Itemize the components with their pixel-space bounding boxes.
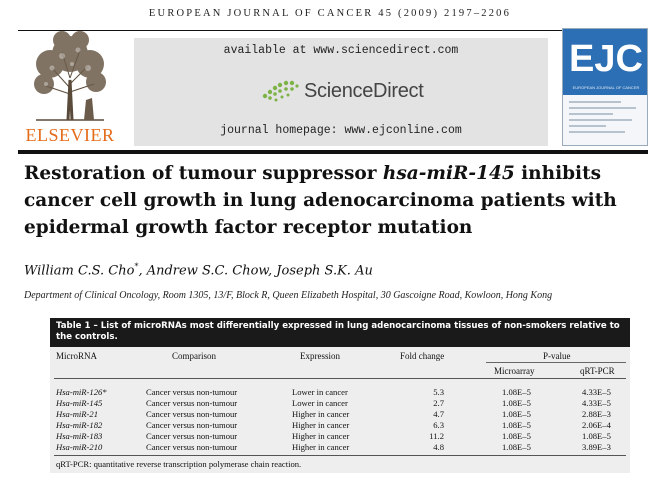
table-caption: Table 1 – List of microRNAs most differe… bbox=[50, 318, 630, 347]
cell-qrtpcr: 4.33E–5 bbox=[582, 398, 611, 408]
journal-cover[interactable]: EJC EUROPEAN JOURNAL OF CANCER bbox=[562, 28, 648, 146]
elsevier-wordmark: ELSEVIER bbox=[25, 125, 115, 145]
title-gene: hsa-miR-145 bbox=[382, 163, 515, 184]
pvalue-rule bbox=[486, 362, 626, 363]
cell-comparison: Cancer versus non-tumour bbox=[146, 398, 238, 408]
col-header-fold-change: Fold change bbox=[400, 351, 445, 361]
cell-comparison: Cancer versus non-tumour bbox=[146, 442, 238, 452]
cell-expression: Higher in cancer bbox=[292, 409, 350, 419]
cell-mirna: Hsa-miR-183 bbox=[56, 431, 103, 441]
cell-expression: Higher in cancer bbox=[292, 420, 350, 430]
journal-citation: EUROPEAN JOURNAL OF CANCER 45 (2009) 219… bbox=[148, 8, 512, 19]
title-part1: Restoration of tumour suppressor bbox=[24, 163, 383, 184]
cover-text-lines bbox=[569, 101, 643, 137]
table-row: Hsa-miR-182 Cancer versus non-tumour Hig… bbox=[50, 420, 630, 431]
article-title: Restoration of tumour suppressor hsa-miR… bbox=[24, 160, 654, 241]
table-row: Hsa-miR-145 Cancer versus non-tumour Low… bbox=[50, 398, 630, 409]
header-rule bbox=[18, 30, 648, 31]
title-part2: inhibits cancer cell growth in lung aden… bbox=[24, 163, 617, 238]
ejc-logo: EJC bbox=[569, 38, 643, 80]
col-header-comparison: Comparison bbox=[172, 351, 216, 361]
table-row: Hsa-miR-126* Cancer versus non-tumour Lo… bbox=[50, 387, 630, 398]
cell-qrtpcr: 3.89E–3 bbox=[582, 442, 611, 452]
cell-microarray: 1.08E–5 bbox=[502, 420, 531, 430]
cell-comparison: Cancer versus non-tumour bbox=[146, 409, 238, 419]
cell-expression: Lower in cancer bbox=[292, 398, 348, 408]
col-header-microarray: Microarray bbox=[494, 366, 535, 376]
table-footnote: qRT-PCR: quantitative reverse transcript… bbox=[56, 459, 302, 469]
affiliation: Department of Clinical Oncology, Room 13… bbox=[24, 290, 553, 301]
cell-microarray: 1.08E–5 bbox=[502, 442, 531, 452]
sciencedirect-banner: available at www.sciencedirect.com Scien… bbox=[134, 38, 548, 146]
table-row: Hsa-miR-21 Cancer versus non-tumour High… bbox=[50, 409, 630, 420]
cell-fold: 2.7 bbox=[433, 398, 444, 408]
header-divider bbox=[54, 378, 626, 379]
elsevier-logo[interactable]: ELSEVIER bbox=[18, 28, 122, 146]
cell-microarray: 1.08E–5 bbox=[502, 398, 531, 408]
cell-comparison: Cancer versus non-tumour bbox=[146, 431, 238, 441]
cell-fold: 6.3 bbox=[433, 420, 444, 430]
footer-divider bbox=[54, 455, 626, 456]
cover-header: EJC EUROPEAN JOURNAL OF CANCER bbox=[563, 29, 647, 95]
available-at-text[interactable]: available at www.sciencedirect.com bbox=[223, 44, 459, 57]
table-row: Hsa-miR-183 Cancer versus non-tumour Hig… bbox=[50, 431, 630, 442]
coauthors: , Andrew S.C. Chow, Joseph S.K. Au bbox=[138, 263, 373, 279]
cell-mirna: Hsa-miR-210 bbox=[56, 442, 103, 452]
cell-microarray: 1.08E–5 bbox=[502, 409, 531, 419]
cell-expression: Higher in cancer bbox=[292, 431, 350, 441]
col-header-expression: Expression bbox=[300, 351, 340, 361]
cell-qrtpcr: 2.88E–3 bbox=[582, 409, 611, 419]
cell-qrtpcr: 1.08E–5 bbox=[582, 431, 611, 441]
cell-expression: Higher in cancer bbox=[292, 442, 350, 452]
cover-subtitle: EUROPEAN JOURNAL OF CANCER bbox=[572, 85, 640, 90]
cell-fold: 5.3 bbox=[433, 387, 444, 397]
sciencedirect-logo[interactable]: ScienceDirect bbox=[262, 76, 424, 106]
table-body: MicroRNA Comparison Expression Fold chan… bbox=[50, 347, 630, 473]
cell-microarray: 1.08E–5 bbox=[502, 387, 531, 397]
corresponding-mark[interactable]: * bbox=[134, 262, 139, 271]
cell-fold: 4.7 bbox=[433, 409, 444, 419]
cell-mirna: Hsa-miR-21 bbox=[56, 409, 99, 419]
journal-homepage-text[interactable]: journal homepage: www.ejconline.com bbox=[220, 124, 462, 137]
cell-comparison: Cancer versus non-tumour bbox=[146, 387, 238, 397]
elsevier-tree-icon bbox=[34, 31, 106, 121]
sciencedirect-dots-icon bbox=[262, 80, 299, 102]
cell-mirna: Hsa-miR-126* bbox=[56, 387, 107, 397]
sciencedirect-wordmark: ScienceDirect bbox=[304, 79, 424, 102]
cell-comparison: Cancer versus non-tumour bbox=[146, 420, 238, 430]
col-header-pvalue: P-value bbox=[543, 351, 571, 361]
cell-microarray: 1.08E–5 bbox=[502, 431, 531, 441]
author-list: William C.S. Cho*, Andrew S.C. Chow, Jos… bbox=[24, 262, 373, 278]
cell-fold: 11.2 bbox=[429, 431, 444, 441]
author-name[interactable]: William C.S. Cho bbox=[24, 263, 135, 279]
table-row: Hsa-miR-210 Cancer versus non-tumour Hig… bbox=[50, 442, 630, 453]
cell-qrtpcr: 4.33E–5 bbox=[582, 387, 611, 397]
col-header-qrtpcr: qRT-PCR bbox=[580, 366, 615, 376]
cell-mirna: Hsa-miR-182 bbox=[56, 420, 103, 430]
cell-qrtpcr: 2.06E–4 bbox=[582, 420, 611, 430]
title-rule bbox=[18, 150, 648, 154]
cell-mirna: Hsa-miR-145 bbox=[56, 398, 103, 408]
data-table: Table 1 – List of microRNAs most differe… bbox=[50, 318, 630, 473]
col-header-microrna: MicroRNA bbox=[56, 351, 97, 361]
cell-expression: Lower in cancer bbox=[292, 387, 348, 397]
cell-fold: 4.8 bbox=[433, 442, 444, 452]
